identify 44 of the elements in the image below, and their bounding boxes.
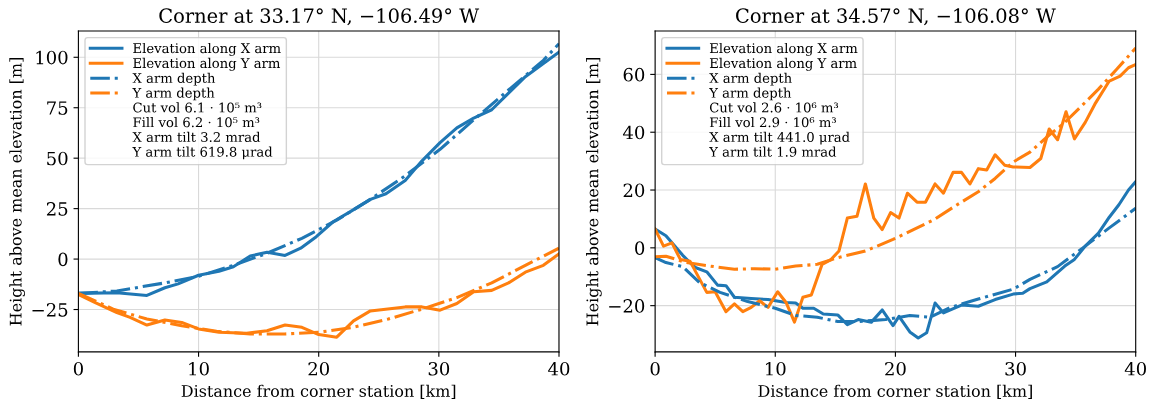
annotation: Fill vol 6.2 · 10⁵ m³ bbox=[133, 117, 260, 128]
x-axis-title: Distance from corner station [km] bbox=[181, 384, 456, 399]
annotation: Cut vol 2.6 · 10⁶ m³ bbox=[709, 102, 839, 113]
x-tick-label: 0 bbox=[73, 361, 83, 376]
annotation: Y arm tilt 1.9 mrad bbox=[709, 146, 837, 157]
x-tick-label: 40 bbox=[1124, 361, 1146, 376]
x-tick-label: 0 bbox=[650, 361, 660, 376]
y-tick-label: 50 bbox=[47, 151, 68, 166]
annotation: X arm tilt 3.2 mrad bbox=[132, 131, 261, 143]
y-tick-label: 75 bbox=[47, 101, 68, 115]
y-tick-label: −25 bbox=[32, 302, 68, 317]
y-tick-label: 40 bbox=[622, 125, 645, 140]
y-tick-label: −20 bbox=[609, 299, 645, 313]
legend-label: Elevation along X arm bbox=[709, 42, 858, 56]
y-tick-label: 0 bbox=[58, 252, 68, 267]
y-tick-label: 20 bbox=[623, 183, 645, 198]
y-tick-label: 60 bbox=[623, 67, 645, 82]
x-tick-label: 30 bbox=[1005, 361, 1026, 376]
x-axis-title: Distance from corner station [km] bbox=[758, 384, 1032, 399]
y-axis-title: Height above mean elevation [m] bbox=[586, 58, 602, 326]
x-tick-label: 40 bbox=[548, 361, 570, 376]
legend-label: X arm depth bbox=[132, 72, 216, 86]
annotation: Fill vol 2.9 · 10⁶ m³ bbox=[709, 117, 836, 128]
annotation: X arm tilt 441.0 μrad bbox=[709, 131, 850, 145]
y-tick-label: 100 bbox=[36, 50, 68, 65]
chart-title: Corner at 33.17° N, −106.49° W bbox=[159, 8, 480, 26]
annotation: Y arm tilt 619.8 μrad bbox=[132, 146, 273, 160]
line-series bbox=[655, 180, 1136, 340]
legend-label: Y arm depth bbox=[709, 87, 792, 101]
annotation: Cut vol 6.1 · 10⁵ m³ bbox=[133, 102, 262, 113]
x-tick-label: 10 bbox=[189, 361, 209, 376]
y-tick-label: 25 bbox=[46, 202, 68, 216]
x-tick-label: 10 bbox=[765, 361, 786, 376]
x-tick-label: 30 bbox=[428, 361, 450, 376]
x-tick-label: 20 bbox=[308, 361, 329, 376]
x-tick-label: 20 bbox=[885, 361, 906, 376]
y-axis-title: Height above mean elevation [m] bbox=[9, 58, 26, 326]
legend-label: X arm depth bbox=[709, 72, 792, 86]
y-tick-label: 0 bbox=[635, 241, 645, 255]
legend-label: Elevation along Y arm bbox=[133, 57, 281, 71]
legend-label: Elevation along X arm bbox=[133, 42, 281, 56]
legend-label: Y arm depth bbox=[132, 87, 215, 101]
legend-label: Elevation along Y arm bbox=[709, 57, 857, 71]
chart-title: Corner at 34.57° N, −106.08° W bbox=[736, 8, 1056, 26]
